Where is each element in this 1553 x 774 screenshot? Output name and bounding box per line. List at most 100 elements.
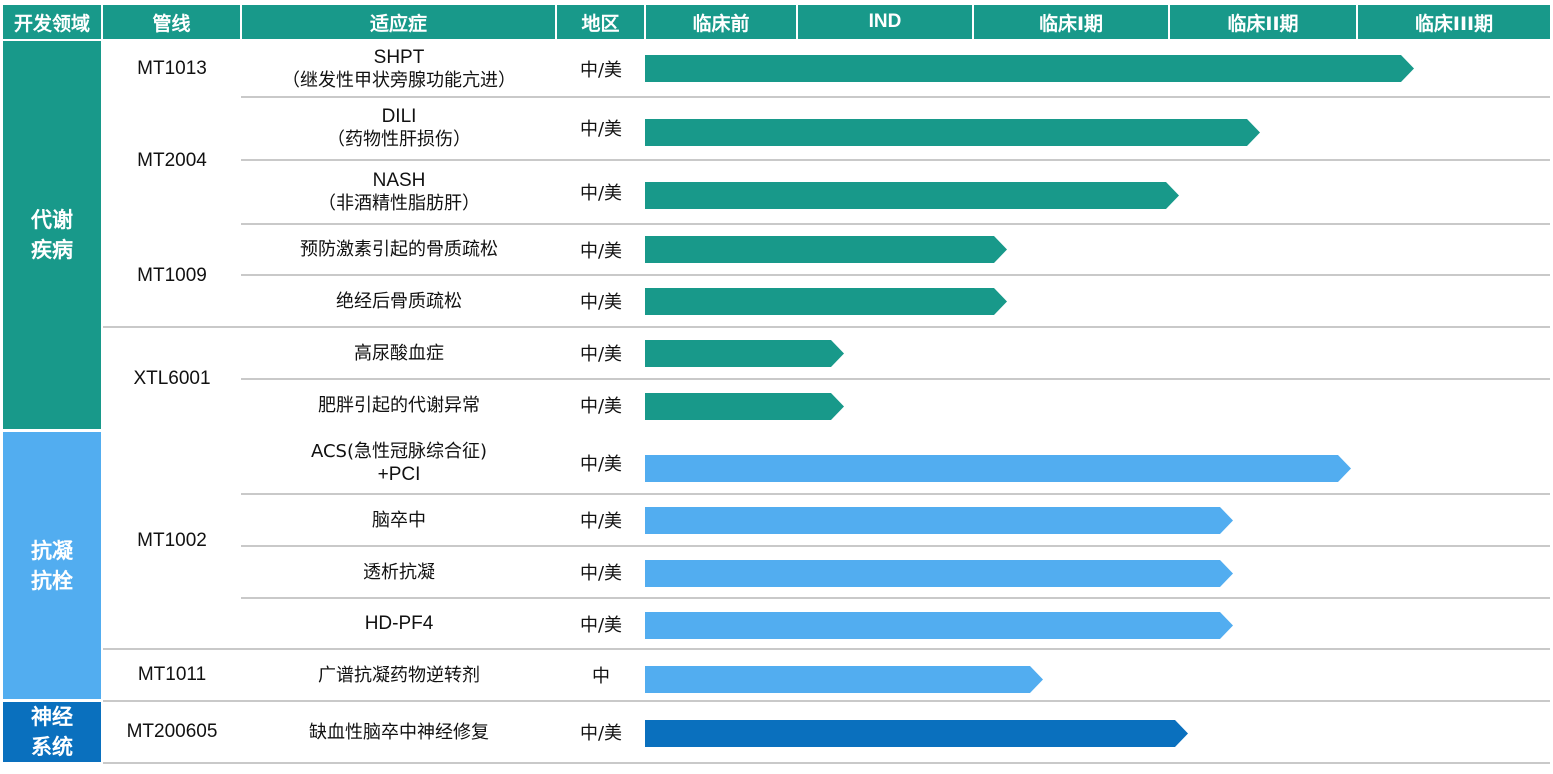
header-region: 地区 <box>557 5 644 39</box>
area-neuro: 神经系统 <box>3 702 101 762</box>
progress-bar <box>645 506 1233 534</box>
progress-bar-shape <box>645 392 844 420</box>
region-cell: 中/美 <box>579 511 623 532</box>
divider <box>241 96 1550 98</box>
indication-cn: （药物性肝损伤） <box>327 129 471 150</box>
progress-bar <box>645 287 1007 315</box>
indication-cell: 预防激素引起的骨质疏松 <box>241 225 557 274</box>
divider <box>241 597 1550 599</box>
progress-bar-shape <box>645 611 1233 639</box>
progress-bar <box>645 54 1414 82</box>
header-phase-ind: IND <box>798 5 972 39</box>
divider <box>241 223 1550 225</box>
header-phase-1: 临床I期 <box>974 5 1168 39</box>
region-cell: 中 <box>592 666 610 687</box>
progress-bar <box>645 181 1179 209</box>
progress-bar <box>645 665 1043 693</box>
header-phase-preclinical: 临床前 <box>646 5 796 39</box>
progress-bar-shape <box>645 235 1007 263</box>
region-cell: 中/美 <box>579 454 623 475</box>
progress-bar <box>645 611 1233 639</box>
progress-bar-shape <box>645 559 1233 587</box>
progress-bar-shape <box>645 287 1007 315</box>
progress-bar-shape <box>645 339 844 367</box>
indication-cell: DILI （药物性肝损伤） <box>241 98 557 158</box>
pipeline-mt2004: MT2004 <box>137 149 207 171</box>
progress-bar <box>645 719 1188 747</box>
indication-cn: 广谱抗凝药物逆转剂 <box>318 664 480 686</box>
region-cell: 中/美 <box>579 240 623 262</box>
region-cell: 中/美 <box>579 182 623 204</box>
header-phase-3: 临床III期 <box>1358 5 1550 39</box>
indication-cn: 预防激素引起的骨质疏松 <box>300 239 498 260</box>
indication-cn: 绝经后骨质疏松 <box>336 290 462 312</box>
progress-bar-shape <box>645 506 1233 534</box>
divider <box>103 648 1550 650</box>
region-cell: 中/美 <box>579 614 623 636</box>
area-anticoagulant-label: 抗凝抗栓 <box>31 538 73 593</box>
progress-bar-shape <box>645 54 1414 82</box>
indication-cell: ACS(急性冠脉综合征) +PCI <box>241 433 557 493</box>
area-neuro-label: 神经系统 <box>31 705 73 759</box>
area-metabolic: 代谢疾病 <box>3 41 101 429</box>
pipeline-mt1011: MT1011 <box>137 664 207 685</box>
region-cell: 中/美 <box>579 292 623 313</box>
progress-bar-shape <box>645 181 1179 209</box>
indication-cell: 透析抗凝 <box>241 547 557 597</box>
progress-bar-shape <box>645 665 1043 693</box>
pipeline-mt1009: MT1009 <box>137 265 207 286</box>
progress-bar <box>645 339 844 367</box>
progress-bar-shape <box>645 118 1260 146</box>
indication-cn: 高尿酸血症 <box>354 342 444 364</box>
indication-cell: 绝经后骨质疏松 <box>241 276 557 326</box>
region-cell: 中/美 <box>579 723 623 744</box>
indication-cell: 高尿酸血症 <box>241 328 557 378</box>
indication-en: NASH <box>372 169 426 191</box>
indication-en: +PCI <box>377 464 421 485</box>
pipeline-mt1002: MT1002 <box>137 529 207 551</box>
divider <box>241 545 1550 547</box>
progress-bar <box>645 559 1233 587</box>
indication-cell: 广谱抗凝药物逆转剂 <box>241 650 557 700</box>
progress-bar <box>645 118 1260 146</box>
region-cell: 中/美 <box>579 396 623 417</box>
indication-cell: HD-PF4 <box>241 599 557 648</box>
divider <box>103 762 1550 764</box>
area-metabolic-label: 代谢疾病 <box>31 208 73 262</box>
area-anticoagulant: 抗凝抗栓 <box>3 432 101 699</box>
indication-cn: 脑卒中 <box>372 509 426 531</box>
indication-cn: ACS(急性冠脉综合征) <box>310 441 488 462</box>
indication-cell: NASH （非酒精性脂肪肝） <box>241 161 557 222</box>
divider <box>103 326 1550 328</box>
indication-en: SHPT <box>373 46 425 68</box>
header-pipeline: 管线 <box>103 5 240 39</box>
region-cell: 中/美 <box>579 59 623 81</box>
divider <box>241 274 1550 276</box>
region-cell: 中/美 <box>579 344 623 365</box>
header-indication: 适应症 <box>242 5 555 39</box>
indication-cn: （继发性甲状旁腺功能亢进） <box>282 69 516 91</box>
divider <box>241 378 1550 380</box>
indication-cell: 肥胖引起的代谢异常 <box>241 380 557 430</box>
region-cell: 中/美 <box>579 119 623 140</box>
progress-bar <box>645 235 1007 263</box>
progress-bar-shape <box>645 719 1188 747</box>
indication-cn: 肥胖引起的代谢异常 <box>318 394 480 416</box>
pipeline-xtl6001: XTL6001 <box>133 368 211 389</box>
pipeline-mt1013: MT1013 <box>137 57 207 79</box>
header-phase-2: 临床II期 <box>1170 5 1356 39</box>
indication-cn: 缺血性脑卒中神经修复 <box>309 721 489 743</box>
indication-cn: 透析抗凝 <box>363 561 435 583</box>
header-area: 开发领域 <box>3 5 101 39</box>
region-cell: 中/美 <box>579 563 623 584</box>
progress-bar <box>645 454 1351 482</box>
progress-bar-shape <box>645 454 1351 482</box>
divider <box>241 159 1550 161</box>
indication-cell: SHPT （继发性甲状旁腺功能亢进） <box>241 42 557 95</box>
indication-cn: （非酒精性脂肪肝） <box>318 192 480 214</box>
progress-bar <box>645 392 844 420</box>
indication-en: DILI <box>381 106 417 127</box>
pipeline-mt200605: MT200605 <box>126 721 218 742</box>
indication-cell: 缺血性脑卒中神经修复 <box>241 702 557 762</box>
